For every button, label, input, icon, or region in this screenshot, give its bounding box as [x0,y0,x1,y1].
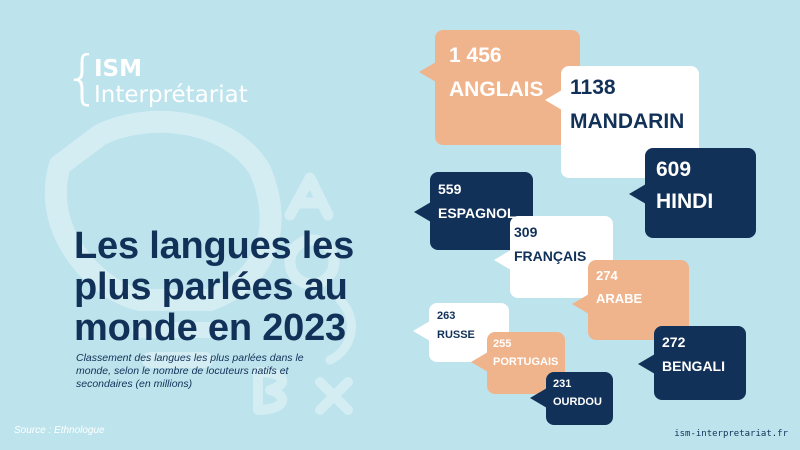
bubble-tail [471,352,488,372]
bubble-tail [494,250,511,270]
logo-brace: { [64,43,101,111]
bubble-bengali: 272 BENGALI [638,326,746,400]
website-footer: ism-interpretariat.fr [674,429,788,439]
page-title: Les langues les plus parlées au monde en… [74,225,355,349]
bubble-tail [419,62,436,82]
bubble-espagnol: 559 ESPAGNOL [414,172,533,250]
source-note: Source : Ethnologue [14,425,105,436]
bubble-tail [414,202,431,222]
bubble-tail [629,184,646,204]
bubble-anglais: 1 456 ANGLAIS [419,30,580,145]
language-speakers: 609 [656,158,692,181]
bubble-tail [530,388,547,408]
letter-x-glyph [315,377,353,415]
page-subtitle: Classement des langues les plus parlées … [76,352,304,390]
lightbulb-base [132,322,223,368]
language-speakers: 309 [514,224,538,240]
language-speakers: 263 [437,310,456,322]
language-name: MANDARIN [570,110,685,133]
bubble-tail [638,354,655,374]
language-name: ARABE [596,291,643,306]
bubble-ourdou: 231 OURDOU [530,372,613,425]
language-speakers: 1 456 [449,44,502,67]
logo-name: ISM [94,56,143,82]
lightbulb-outline [44,110,282,311]
logo-tagline: Interprétariat [94,82,248,108]
language-speakers: 255 [493,338,512,350]
letter-a-glyph [284,172,334,221]
bubble-tail [413,321,430,341]
language-name: ANGLAIS [449,78,544,101]
bubble-tail [572,294,589,314]
language-speakers: 272 [662,334,686,350]
language-name: OURDOU [553,396,602,408]
deco-curve [325,295,356,365]
language-speakers: 274 [596,268,618,283]
language-name: PORTUGAIS [493,356,559,368]
letter-o-glyph [284,234,340,290]
bubble-hindi: 609 HINDI [629,148,756,238]
language-name: BENGALI [662,358,725,374]
language-name: ESPAGNOL [438,205,516,221]
language-name: FRANÇAIS [514,248,587,264]
language-name: RUSSE [437,329,475,341]
language-speakers: 559 [438,181,462,197]
letter-b-glyph [253,367,288,415]
bubble-tail [545,90,562,110]
language-speakers: 231 [553,378,572,390]
language-speakers: 1138 [570,76,616,99]
language-name: HINDI [656,190,714,213]
